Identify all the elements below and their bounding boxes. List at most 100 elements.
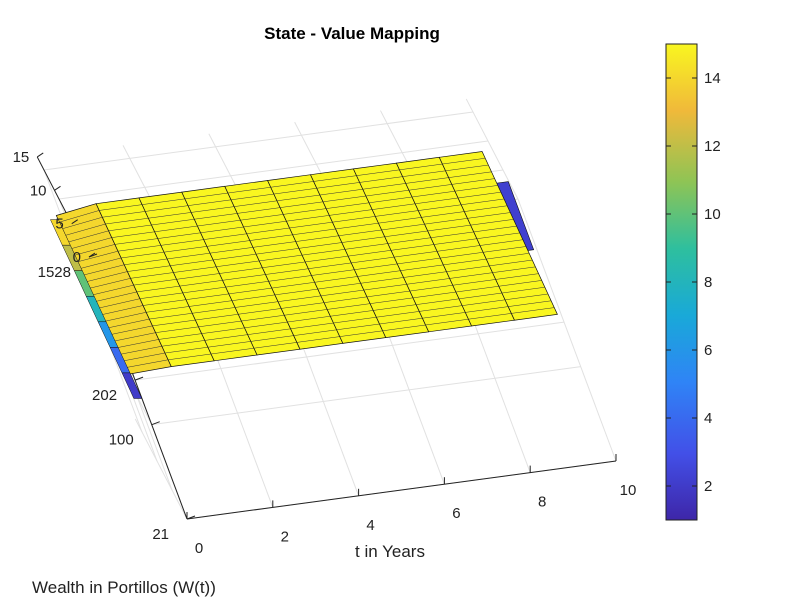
surface-mesh-line [130,272,174,279]
surface-mesh-line [182,286,226,294]
back-wall-gridline [465,98,519,200]
surface-mesh-line [83,264,125,276]
surface-mesh-line [211,347,255,355]
surface-mesh-line [244,321,288,329]
surface-mesh-line [366,290,410,298]
surface-mesh-line [124,258,168,265]
surface-mesh-line [216,260,260,267]
floor-gridline [151,366,581,426]
surface-mesh-line [351,256,395,264]
surface-mesh-line [289,221,333,229]
y-tick-label: 100 [109,432,134,449]
surface-mesh-line [136,285,180,293]
z-tick-mark [71,219,79,225]
surface-mesh-line [495,273,539,280]
surface-mesh-line [384,230,428,237]
surface-mesh-line [394,251,438,258]
surface-mesh-line [265,268,309,275]
surface-mesh-line [290,322,334,330]
surface-mesh-line [333,316,377,324]
surface-mesh-line [278,295,321,302]
surface-mesh-line [462,299,506,306]
surface-mesh-line [354,263,398,270]
surface-mesh-line [127,265,171,272]
surface-mesh-line [461,198,505,206]
surface-mesh-line [270,181,314,188]
z-tick-label: 10 [30,182,47,199]
surface-mesh-line [203,233,247,240]
surface-mesh-line [317,283,361,290]
surface-mesh-line [158,333,202,340]
surface-mesh-line [422,312,466,319]
surface-mesh-line [467,212,511,219]
surface-mesh-line [235,301,279,308]
surface-mesh-line [362,183,406,190]
surface-mesh-line [440,252,484,259]
surface-mesh-line [391,244,435,251]
surface-mesh-line [296,336,340,343]
surface-mesh-line [302,249,346,256]
x-tick-label: 8 [538,494,546,511]
surface-mesh-line [143,299,187,306]
surface-mesh-line [165,346,208,354]
surface-mesh-line [418,204,462,211]
surface-mesh-line [77,250,119,263]
surface-mesh-line [108,224,152,232]
surface-mesh-line [397,257,441,265]
surface-mesh-line [336,323,380,331]
z-tick-label: 5 [55,216,63,233]
surface-mesh-line [411,190,455,198]
surface-mesh-line [292,228,336,236]
surface-mesh-line [341,236,385,243]
surface-mesh-line [455,285,499,293]
surface-mesh-line [243,220,287,228]
surface-mesh-line [121,251,165,259]
surface-mesh-line [408,184,452,191]
surface-mesh-line [311,269,355,276]
surface-mesh-line [89,278,131,289]
surface-mesh-line [161,340,205,347]
surface-mesh-line [399,163,443,171]
surface-mesh-line [191,206,235,213]
colorbar-tick-label: 14 [704,70,721,87]
x-axis-label: t in Years [355,542,425,561]
surface-mesh-line [479,239,523,246]
z-tick-label: 15 [13,149,30,166]
surface-mesh-line [370,297,414,304]
surface-mesh-line [387,237,431,244]
surface-mesh-line [68,230,109,243]
surface-mesh-line [338,229,382,236]
surface-mesh-line [197,219,241,227]
surface-mesh-line [419,305,463,312]
surface-mesh-line [210,247,254,254]
surface-mesh-line [375,210,419,217]
surface-mesh-line [201,327,245,334]
surface-mesh-line [400,264,444,271]
surface-mesh-line [483,246,527,253]
surface-mesh-line [421,211,465,218]
x-tick-label: 2 [281,528,289,545]
surface-mesh-line [449,272,493,279]
surface-mesh-line [372,203,416,210]
surface-mesh-line [476,232,520,239]
surface-mesh-line [259,254,303,262]
surface-mesh-line [468,313,512,320]
surface-mesh-line [195,313,239,321]
surface-mesh-line [284,309,328,316]
z-tick-mark [36,152,44,158]
surface-mesh-line [451,178,495,185]
surface-mesh-line [204,334,248,341]
axis-line [186,460,617,520]
surface-mesh-line [293,329,337,336]
surface-mesh-line [470,219,514,226]
surface-mesh-line [194,213,238,220]
surface-mesh-line [327,303,371,310]
surface-mesh-line [329,209,373,216]
surface-mesh-line [363,284,407,291]
surface-mesh-line [71,237,112,249]
y-tick-label: 202 [92,387,117,404]
surface-mesh-line [164,246,207,253]
surface-mesh-line [335,222,379,230]
